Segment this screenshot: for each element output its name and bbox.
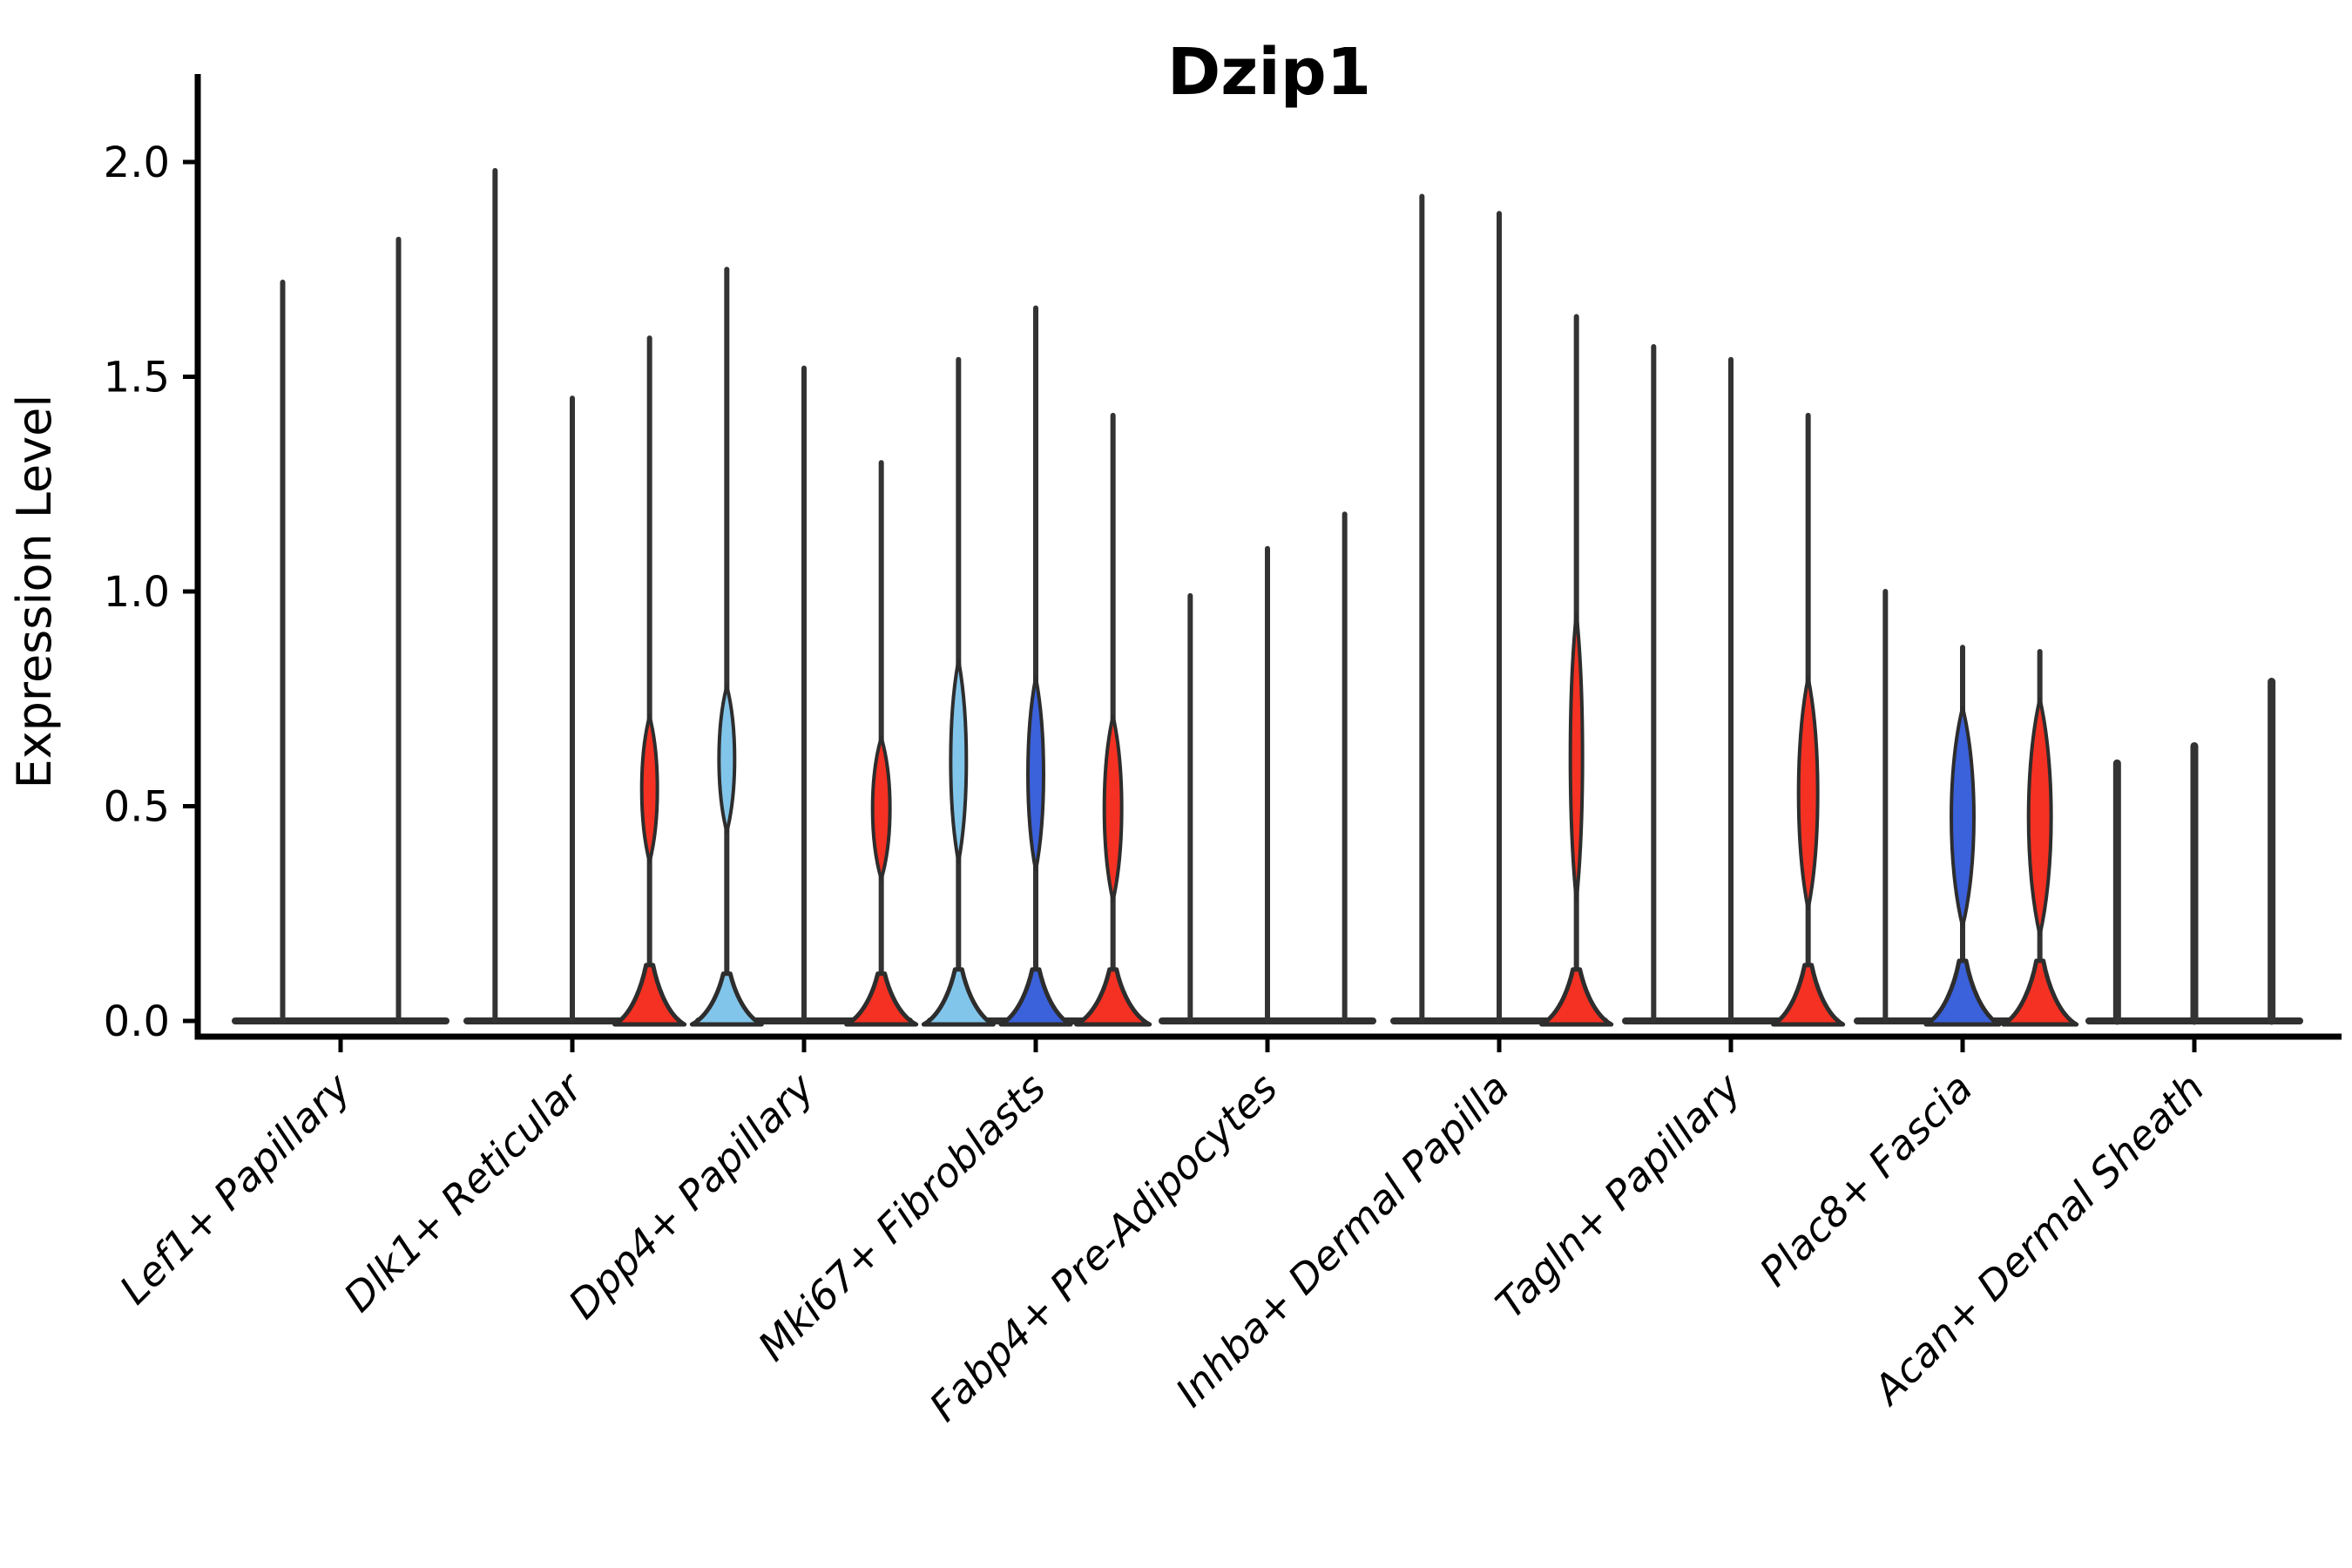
violin-base-bump	[1074, 967, 1152, 1027]
violin-base-bump	[2001, 958, 2079, 1027]
violin-base-bump	[1771, 963, 1846, 1027]
x-tick-label: Dpp4+ Papillary	[559, 1064, 823, 1328]
violin-base-bump	[921, 967, 996, 1027]
x-tick-label: Lef1+ Papillary	[111, 1064, 360, 1313]
axes	[183, 74, 2342, 1052]
violin-group	[232, 236, 449, 1024]
violin-bulge	[1026, 675, 1045, 873]
violin-base-bump	[612, 963, 687, 1027]
violin-bulge	[1568, 611, 1585, 902]
violin-bulge	[949, 658, 969, 864]
violin-bulge	[870, 735, 892, 882]
y-tick-label: 0.0	[104, 997, 170, 1046]
y-tick-label: 0.5	[104, 783, 170, 832]
violin-base-bump	[1923, 958, 2002, 1027]
violin-base-bump	[1539, 967, 1614, 1027]
chart-title: Dzip1	[1167, 35, 1371, 110]
violin-base-bump	[844, 971, 919, 1027]
x-tick-label: Tagln+ Papillary	[1486, 1064, 1750, 1328]
violin-group	[921, 305, 1152, 1027]
x-tick-label: Plac8+ Fascia	[1750, 1064, 1981, 1295]
violin-group	[1622, 343, 1846, 1027]
violin-bulge	[717, 684, 737, 835]
violin-group	[2085, 678, 2303, 1025]
y-tick-label: 1.0	[104, 568, 170, 617]
violin-group	[1854, 589, 2079, 1027]
violins	[232, 167, 2303, 1027]
y-axis-label: Expression Level	[7, 395, 62, 789]
y-tick-label: 2.0	[104, 139, 170, 187]
violin-group	[689, 267, 919, 1027]
violin-bulge	[639, 713, 659, 864]
x-tick-label: Dlk1+ Reticular	[335, 1062, 593, 1321]
axis-spines	[194, 74, 2342, 1040]
violin-bulge	[1950, 706, 1976, 929]
violin-group	[463, 167, 687, 1027]
y-axis-labels: 0.0 0.5 1.0 1.5 2.0	[104, 139, 170, 1046]
violin-base-ribbon	[232, 1017, 449, 1024]
y-tick-label: 1.5	[104, 354, 170, 402]
violin-bulge	[1796, 675, 1820, 911]
violin-group	[1159, 511, 1376, 1024]
violin-bulge	[1102, 713, 1124, 902]
violin-bulge	[2026, 697, 2053, 937]
violin-base-bump	[689, 971, 764, 1027]
violin-group	[1390, 193, 1614, 1027]
violin-base-bump	[998, 967, 1073, 1027]
